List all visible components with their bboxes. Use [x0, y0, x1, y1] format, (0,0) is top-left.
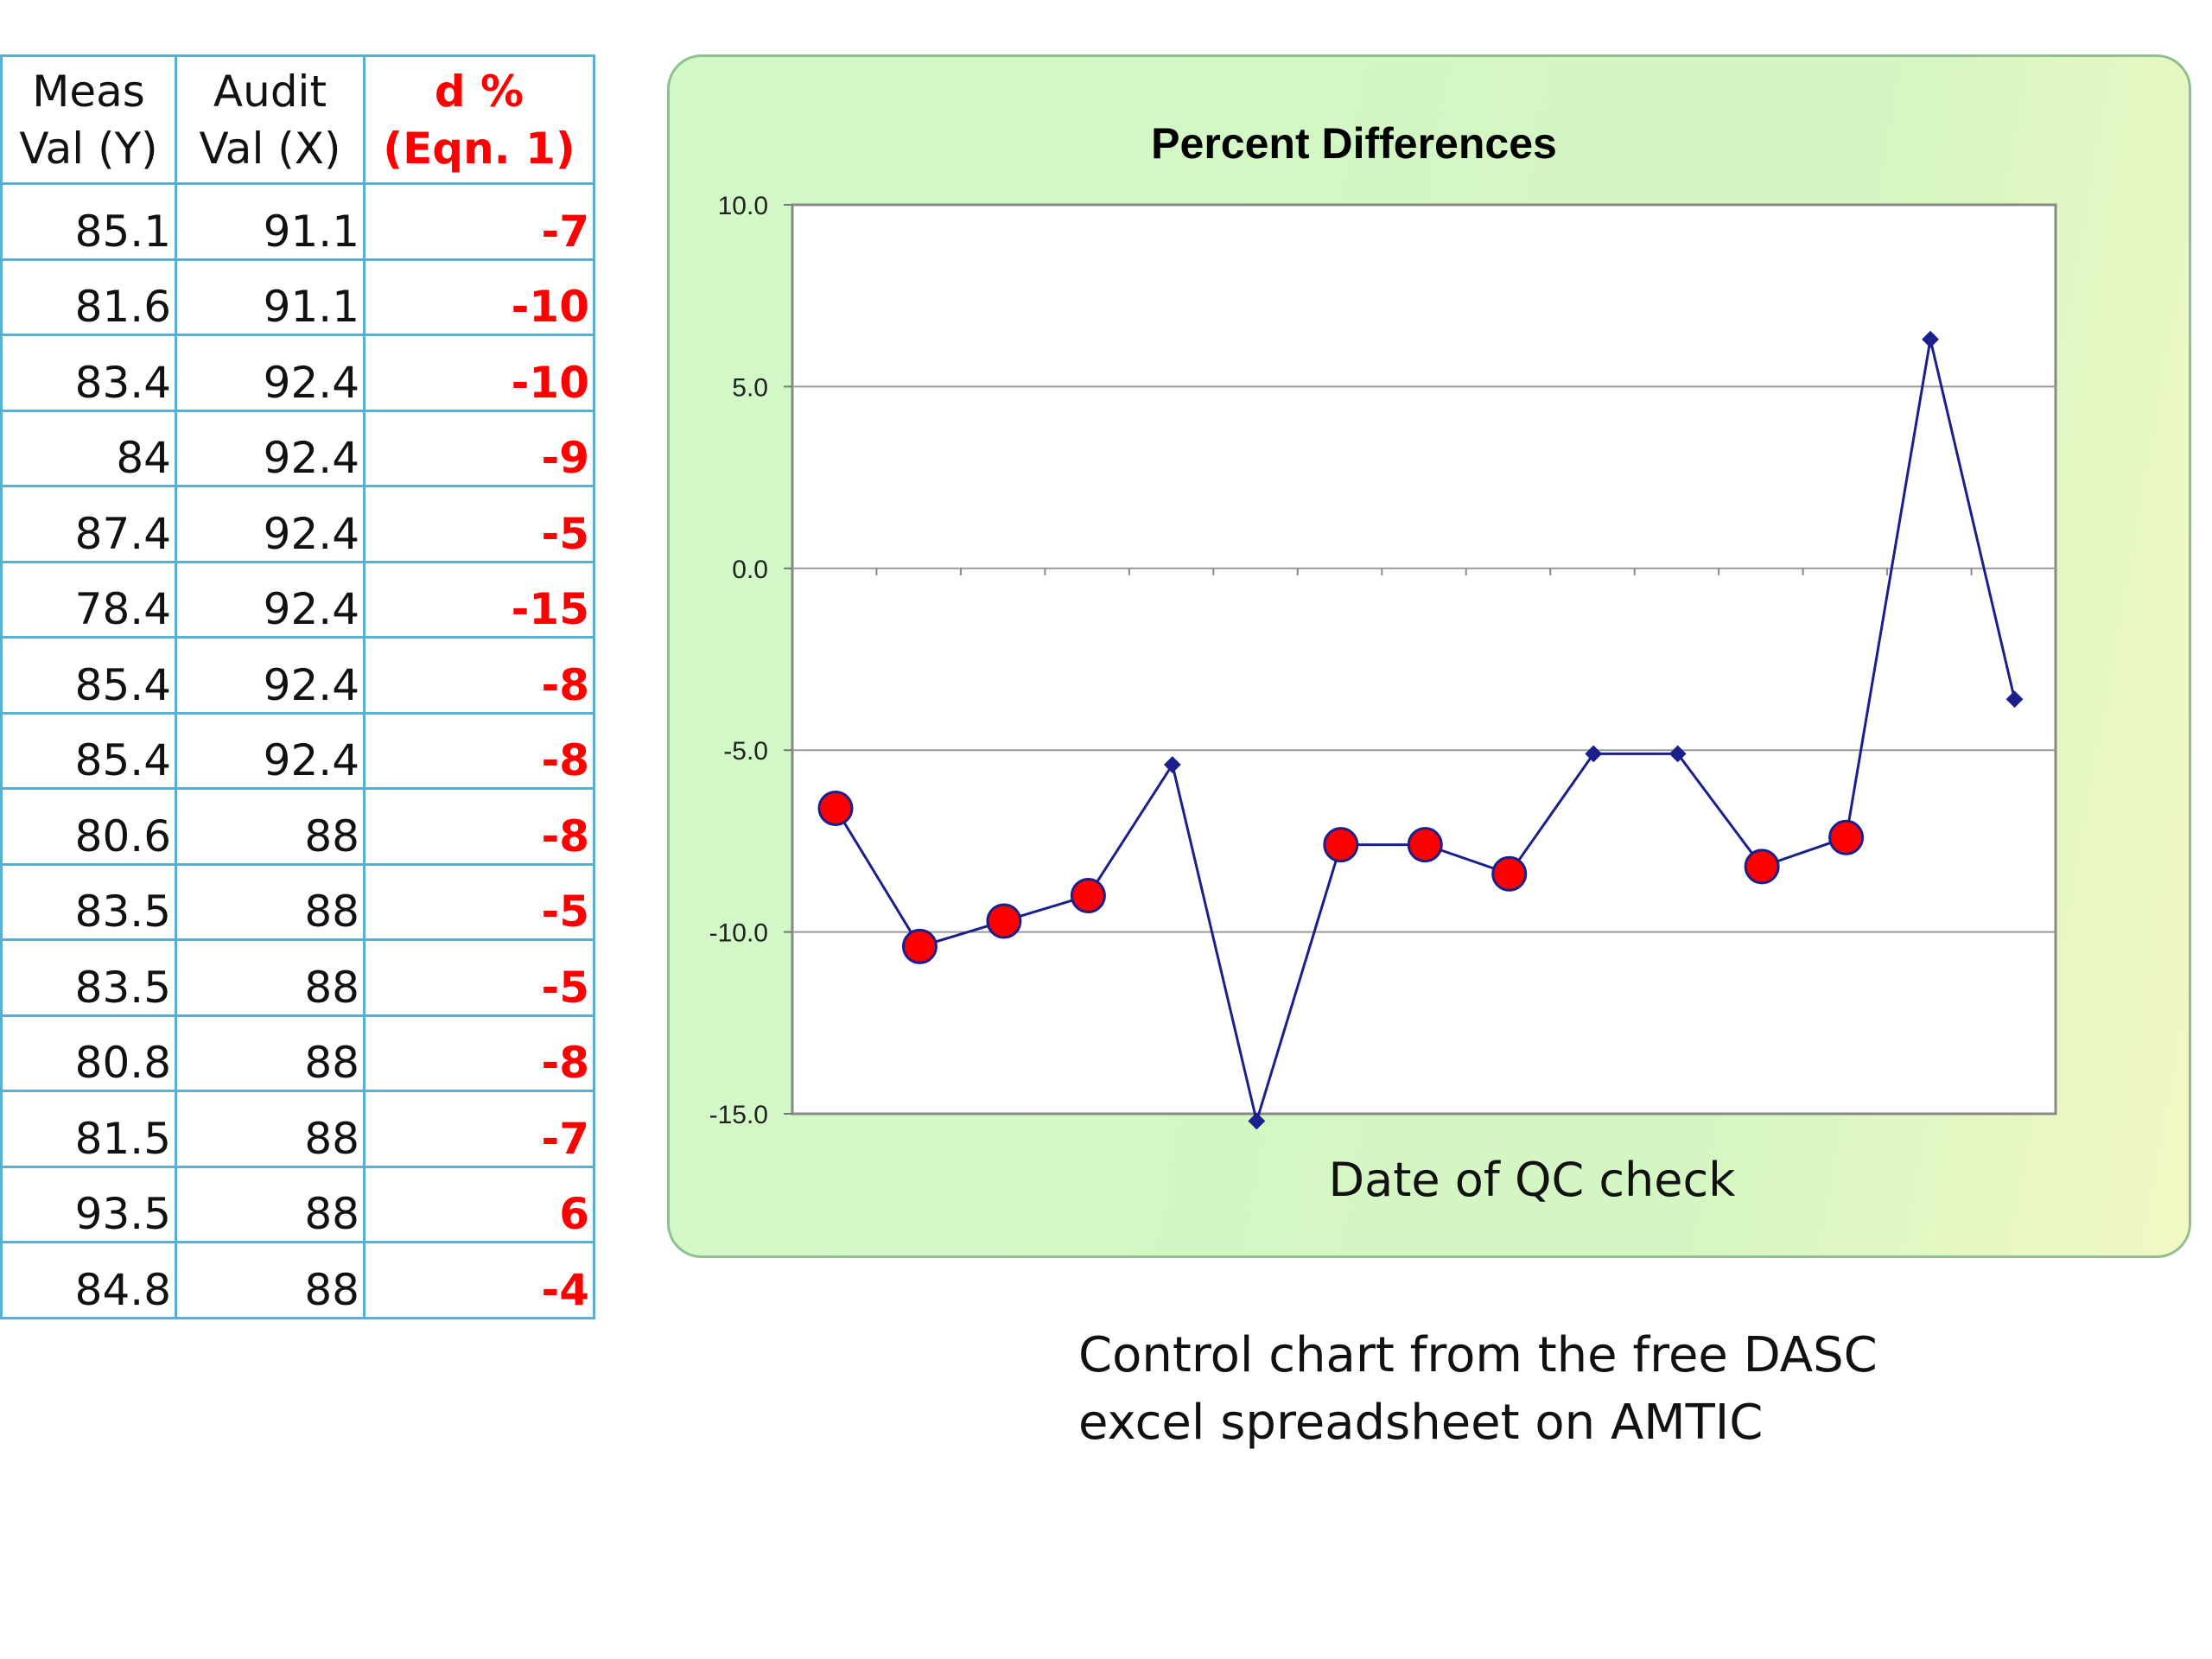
- cell-d-percent: -8: [363, 787, 595, 866]
- y-tick-label: -15.0: [709, 1101, 768, 1129]
- cell-audit-val: 91.1: [175, 182, 365, 261]
- table-row: 87.4 92.4 -5: [0, 485, 595, 563]
- cell-audit-val: 88: [175, 1014, 365, 1092]
- cell-d-percent: -4: [363, 1241, 595, 1319]
- data-point-highlight: [1070, 878, 1106, 914]
- cell-audit-val: 88: [175, 938, 365, 1017]
- data-point: [1669, 745, 1687, 763]
- cell-audit-val: 91.1: [175, 257, 365, 336]
- data-point: [1922, 330, 1939, 348]
- table-row: 80.8 88 -8: [0, 1014, 595, 1092]
- cell-audit-val: 92.4: [175, 636, 365, 715]
- cell-d-percent: -7: [363, 182, 595, 261]
- cell-audit-val: 88: [175, 1241, 365, 1319]
- table-row: 85.4 92.4 -8: [0, 711, 595, 790]
- cell-meas-val: 83.5: [0, 938, 177, 1017]
- data-point: [1585, 745, 1603, 763]
- table-row: 83.5 88 -5: [0, 862, 595, 941]
- table-row: 83.4 92.4 -10: [0, 334, 595, 412]
- table-row: 85.1 91.1 -7: [0, 182, 595, 261]
- table-row: 85.4 92.4 -8: [0, 636, 595, 715]
- data-point-highlight: [1407, 827, 1443, 863]
- data-point-highlight: [901, 928, 938, 964]
- data-point-highlight: [986, 903, 1022, 939]
- cell-audit-val: 92.4: [175, 711, 365, 790]
- x-axis-ticks: [875, 568, 1973, 575]
- cell-audit-val: 88: [175, 862, 365, 941]
- data-point-highlight: [817, 791, 854, 827]
- y-tick-label: 5.0: [732, 373, 768, 402]
- cell-meas-val: 78.4: [0, 560, 177, 639]
- cell-meas-val: 85.4: [0, 711, 177, 790]
- table-row: 84 92.4 -9: [0, 409, 595, 487]
- cell-d-percent: -10: [363, 257, 595, 336]
- cell-meas-val: 85.4: [0, 636, 177, 715]
- cell-meas-val: 80.6: [0, 787, 177, 866]
- cell-meas-val: 87.4: [0, 485, 177, 563]
- plot-area: [791, 203, 2057, 1116]
- cell-audit-val: 88: [175, 1090, 365, 1168]
- cell-audit-val: 92.4: [175, 334, 365, 412]
- cell-meas-val: 81.5: [0, 1090, 177, 1168]
- table-row: 93.5 88 6: [0, 1165, 595, 1243]
- percent-differences-chart: Percent Differences 10.0 5.0 0.0 -5.0 -10.0 -…: [709, 119, 2057, 1207]
- cell-meas-val: 83.5: [0, 862, 177, 941]
- cell-audit-val: 92.4: [175, 409, 365, 487]
- cell-d-percent: -7: [363, 1090, 595, 1168]
- cell-d-percent: -9: [363, 409, 595, 487]
- cell-d-percent: -8: [363, 711, 595, 790]
- header-d-percent: d % (Eqn. 1): [363, 54, 595, 185]
- data-point: [1163, 756, 1181, 773]
- cell-meas-val: 85.1: [0, 182, 177, 261]
- table-row: 81.6 91.1 -10: [0, 257, 595, 336]
- caption: Control chart from the free DASC excel s…: [1078, 1322, 2115, 1457]
- cell-meas-val: 81.6: [0, 257, 177, 336]
- table-row: 80.6 88 -8: [0, 787, 595, 866]
- cell-meas-val: 83.4: [0, 334, 177, 412]
- y-tick-label: -5.0: [723, 737, 768, 766]
- table-row: 84.8 88 -4: [0, 1241, 595, 1319]
- cell-meas-val: 93.5: [0, 1165, 177, 1243]
- chart-panel: Percent Differences 10.0 5.0 0.0 -5.0 -10.0 -…: [667, 54, 2191, 1258]
- caption-line-1: Control chart from the free DASC: [1078, 1327, 1878, 1383]
- cell-audit-val: 88: [175, 1165, 365, 1243]
- table-row: 81.5 88 -7: [0, 1090, 595, 1168]
- cell-d-percent: -15: [363, 560, 595, 639]
- data-point: [1248, 1112, 1266, 1130]
- y-tick-label: -10.0: [709, 919, 768, 948]
- data-point-highlight: [1744, 849, 1780, 885]
- x-axis-label: Date of QC check: [1329, 1153, 1737, 1207]
- cell-d-percent: -8: [363, 1014, 595, 1092]
- caption-line-2: excel spreadsheet on AMTIC: [1078, 1395, 1764, 1451]
- cell-audit-val: 92.4: [175, 560, 365, 639]
- table-row: 83.5 88 -5: [0, 938, 595, 1017]
- data-point-highlight: [1491, 855, 1528, 892]
- data-table: Meas Val (Y) Audit Val (X) d % (Eqn. 1) …: [0, 54, 595, 1319]
- y-tick-label: 0.0: [732, 556, 768, 584]
- table-row: 78.4 92.4 -15: [0, 560, 595, 639]
- header-meas-val: Meas Val (Y): [0, 54, 177, 185]
- cell-d-percent: 6: [363, 1165, 595, 1243]
- y-tick-label: 10.0: [718, 192, 768, 220]
- cell-d-percent: -8: [363, 636, 595, 715]
- data-point-highlight: [1323, 827, 1359, 863]
- cell-d-percent: -5: [363, 862, 595, 941]
- cell-d-percent: -5: [363, 485, 595, 563]
- chart-title: Percent Differences: [1151, 119, 1557, 168]
- cell-audit-val: 92.4: [175, 485, 365, 563]
- cell-d-percent: -10: [363, 334, 595, 412]
- cell-meas-val: 84.8: [0, 1241, 177, 1319]
- table-header-row: Meas Val (Y) Audit Val (X) d % (Eqn. 1): [0, 54, 595, 185]
- cell-d-percent: -5: [363, 938, 595, 1017]
- cell-meas-val: 80.8: [0, 1014, 177, 1092]
- data-point-highlight: [1828, 819, 1865, 855]
- cell-meas-val: 84: [0, 409, 177, 487]
- y-axis-ticks: 10.0 5.0 0.0 -5.0 -10.0 -15.0: [709, 192, 792, 1129]
- cell-audit-val: 88: [175, 787, 365, 866]
- header-audit-val: Audit Val (X): [175, 54, 365, 185]
- series-group: [817, 330, 2024, 1130]
